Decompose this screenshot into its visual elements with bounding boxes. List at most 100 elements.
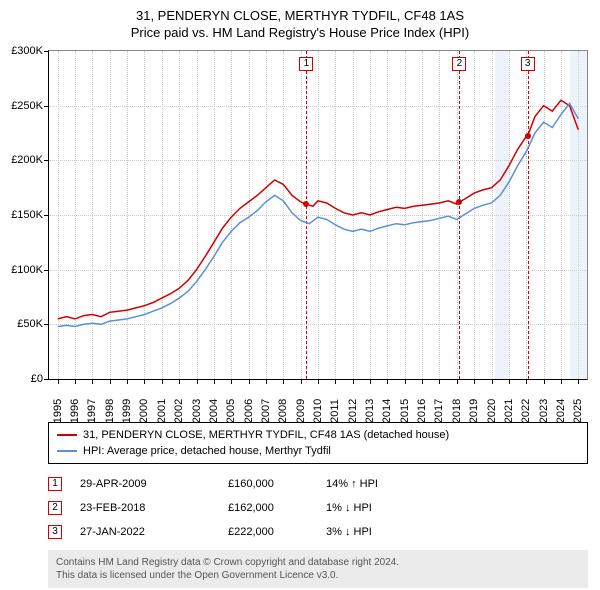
x-tick-mark <box>301 379 302 384</box>
x-tick-mark <box>457 379 458 384</box>
x-axis-label: 2018 <box>451 399 463 423</box>
x-tick-mark <box>318 379 319 384</box>
chart-title-block: 31, PENDERYN CLOSE, MERTHYR TYDFIL, CF48… <box>0 0 600 40</box>
legend-swatch <box>57 450 77 452</box>
x-axis-label: 2008 <box>277 399 289 423</box>
x-axis-label: 2002 <box>173 399 185 423</box>
x-axis-label: 1999 <box>121 399 133 423</box>
attribution-line2: This data is licensed under the Open Gov… <box>56 569 580 582</box>
price-marker-badge: 2 <box>452 57 466 71</box>
chart-legend: 31, PENDERYN CLOSE, MERTHYR TYDFIL, CF48… <box>48 422 588 464</box>
x-tick-mark <box>405 379 406 384</box>
price-point-row: 223-FEB-2018£162,0001% ↓ HPI <box>48 496 588 520</box>
x-axis-label: 1997 <box>86 399 98 423</box>
price-point-hpi-diff: 3% ↓ HPI <box>326 526 426 538</box>
x-axis-label: 2024 <box>555 399 567 423</box>
x-tick-mark <box>387 379 388 384</box>
x-axis-label: 2017 <box>433 399 445 423</box>
x-axis-label: 2005 <box>225 399 237 423</box>
y-tick-mark <box>44 215 49 216</box>
y-axis-label: £300K <box>11 45 43 57</box>
price-marker-dot <box>303 201 309 207</box>
legend-label: 31, PENDERYN CLOSE, MERTHYR TYDFIL, CF48… <box>83 429 449 441</box>
x-axis-label: 2013 <box>364 399 376 423</box>
y-axis-label: £200K <box>11 154 43 166</box>
x-tick-mark <box>75 379 76 384</box>
x-axis-label: 2023 <box>538 399 550 423</box>
price-point-row: 1 29-APR-2009 £160,000 14% ↑ HPI <box>48 472 588 496</box>
y-tick-mark <box>44 51 49 52</box>
price-points-table: 1 29-APR-2009 £160,000 14% ↑ HPI 2 23-FEB-201… <box>48 472 588 544</box>
attribution-line1: Contains HM Land Registry data © Crown c… <box>56 556 580 569</box>
price-point-badge: 3 <box>48 525 62 539</box>
price-marker-badge: 1 <box>299 57 313 71</box>
x-tick-mark <box>492 379 493 384</box>
legend-label: HPI: Average price, detached house, Mert… <box>83 445 331 457</box>
x-tick-mark <box>197 379 198 384</box>
chart-container: 31, PENDERYN CLOSE, MERTHYR TYDFIL, CF48… <box>0 0 600 590</box>
x-axis-label: 2007 <box>260 399 272 423</box>
price-point-hpi-diff: 14% ↑ HPI <box>326 478 426 490</box>
x-tick-mark <box>561 379 562 384</box>
x-axis-label: 2010 <box>312 399 324 423</box>
x-axis-label: 2011 <box>329 399 341 423</box>
x-tick-mark <box>144 379 145 384</box>
x-axis-label: 1995 <box>52 399 64 423</box>
x-axis-label: 2020 <box>486 399 498 423</box>
price-point-badge: 2 <box>48 501 62 515</box>
y-axis-label: £150K <box>11 209 43 221</box>
x-tick-mark <box>127 379 128 384</box>
x-tick-mark <box>526 379 527 384</box>
price-point-badge: 1 <box>48 477 62 491</box>
chart-title-address: 31, PENDERYN CLOSE, MERTHYR TYDFIL, CF48… <box>0 8 600 23</box>
price-marker-dot <box>525 133 531 139</box>
series-line-hpi <box>58 104 579 327</box>
x-tick-mark <box>266 379 267 384</box>
x-axis-label: 2015 <box>399 399 411 423</box>
x-axis-label: 2001 <box>156 399 168 423</box>
series-line-property <box>58 100 579 319</box>
x-tick-mark <box>249 379 250 384</box>
x-tick-mark <box>231 379 232 384</box>
y-tick-mark <box>44 379 49 380</box>
price-point-value: £222,000 <box>228 526 308 538</box>
x-axis-label: 1996 <box>69 399 81 423</box>
price-point-value: £160,000 <box>228 478 308 490</box>
x-tick-mark <box>335 379 336 384</box>
x-axis-label: 2021 <box>503 399 515 423</box>
x-axis-label: 2012 <box>347 399 359 423</box>
price-point-row: 327-JAN-2022£222,0003% ↓ HPI <box>48 520 588 544</box>
x-tick-mark <box>509 379 510 384</box>
y-tick-mark <box>44 160 49 161</box>
price-point-date: 23-FEB-2018 <box>80 502 210 514</box>
x-axis-label: 2006 <box>243 399 255 423</box>
y-axis-label: £0 <box>31 373 43 385</box>
y-axis-label: £250K <box>11 100 43 112</box>
legend-item: 31, PENDERYN CLOSE, MERTHYR TYDFIL, CF48… <box>57 427 579 443</box>
x-tick-mark <box>353 379 354 384</box>
x-tick-mark <box>162 379 163 384</box>
x-axis-label: 2009 <box>295 399 307 423</box>
x-tick-mark <box>110 379 111 384</box>
y-tick-mark <box>44 324 49 325</box>
y-axis-label: £100K <box>11 264 43 276</box>
x-tick-mark <box>283 379 284 384</box>
x-axis-label: 2025 <box>572 399 584 423</box>
x-tick-mark <box>58 379 59 384</box>
x-axis-label: 2019 <box>468 399 480 423</box>
x-axis-label: 2014 <box>381 399 393 423</box>
x-axis-label: 2022 <box>520 399 532 423</box>
price-point-date: 29-APR-2009 <box>80 478 210 490</box>
chart-plot-area: £0£50K£100K£150K£200K£250K£300K199519961… <box>48 50 588 380</box>
y-tick-mark <box>44 270 49 271</box>
x-axis-label: 2004 <box>208 399 220 423</box>
legend-item: HPI: Average price, detached house, Mert… <box>57 443 579 459</box>
price-marker-badge: 3 <box>521 57 535 71</box>
attribution-note: Contains HM Land Registry data © Crown c… <box>48 550 588 588</box>
y-tick-mark <box>44 106 49 107</box>
x-tick-mark <box>578 379 579 384</box>
chart-svg <box>49 51 587 379</box>
x-axis-label: 2000 <box>138 399 150 423</box>
x-axis-label: 1998 <box>104 399 116 423</box>
x-tick-mark <box>422 379 423 384</box>
